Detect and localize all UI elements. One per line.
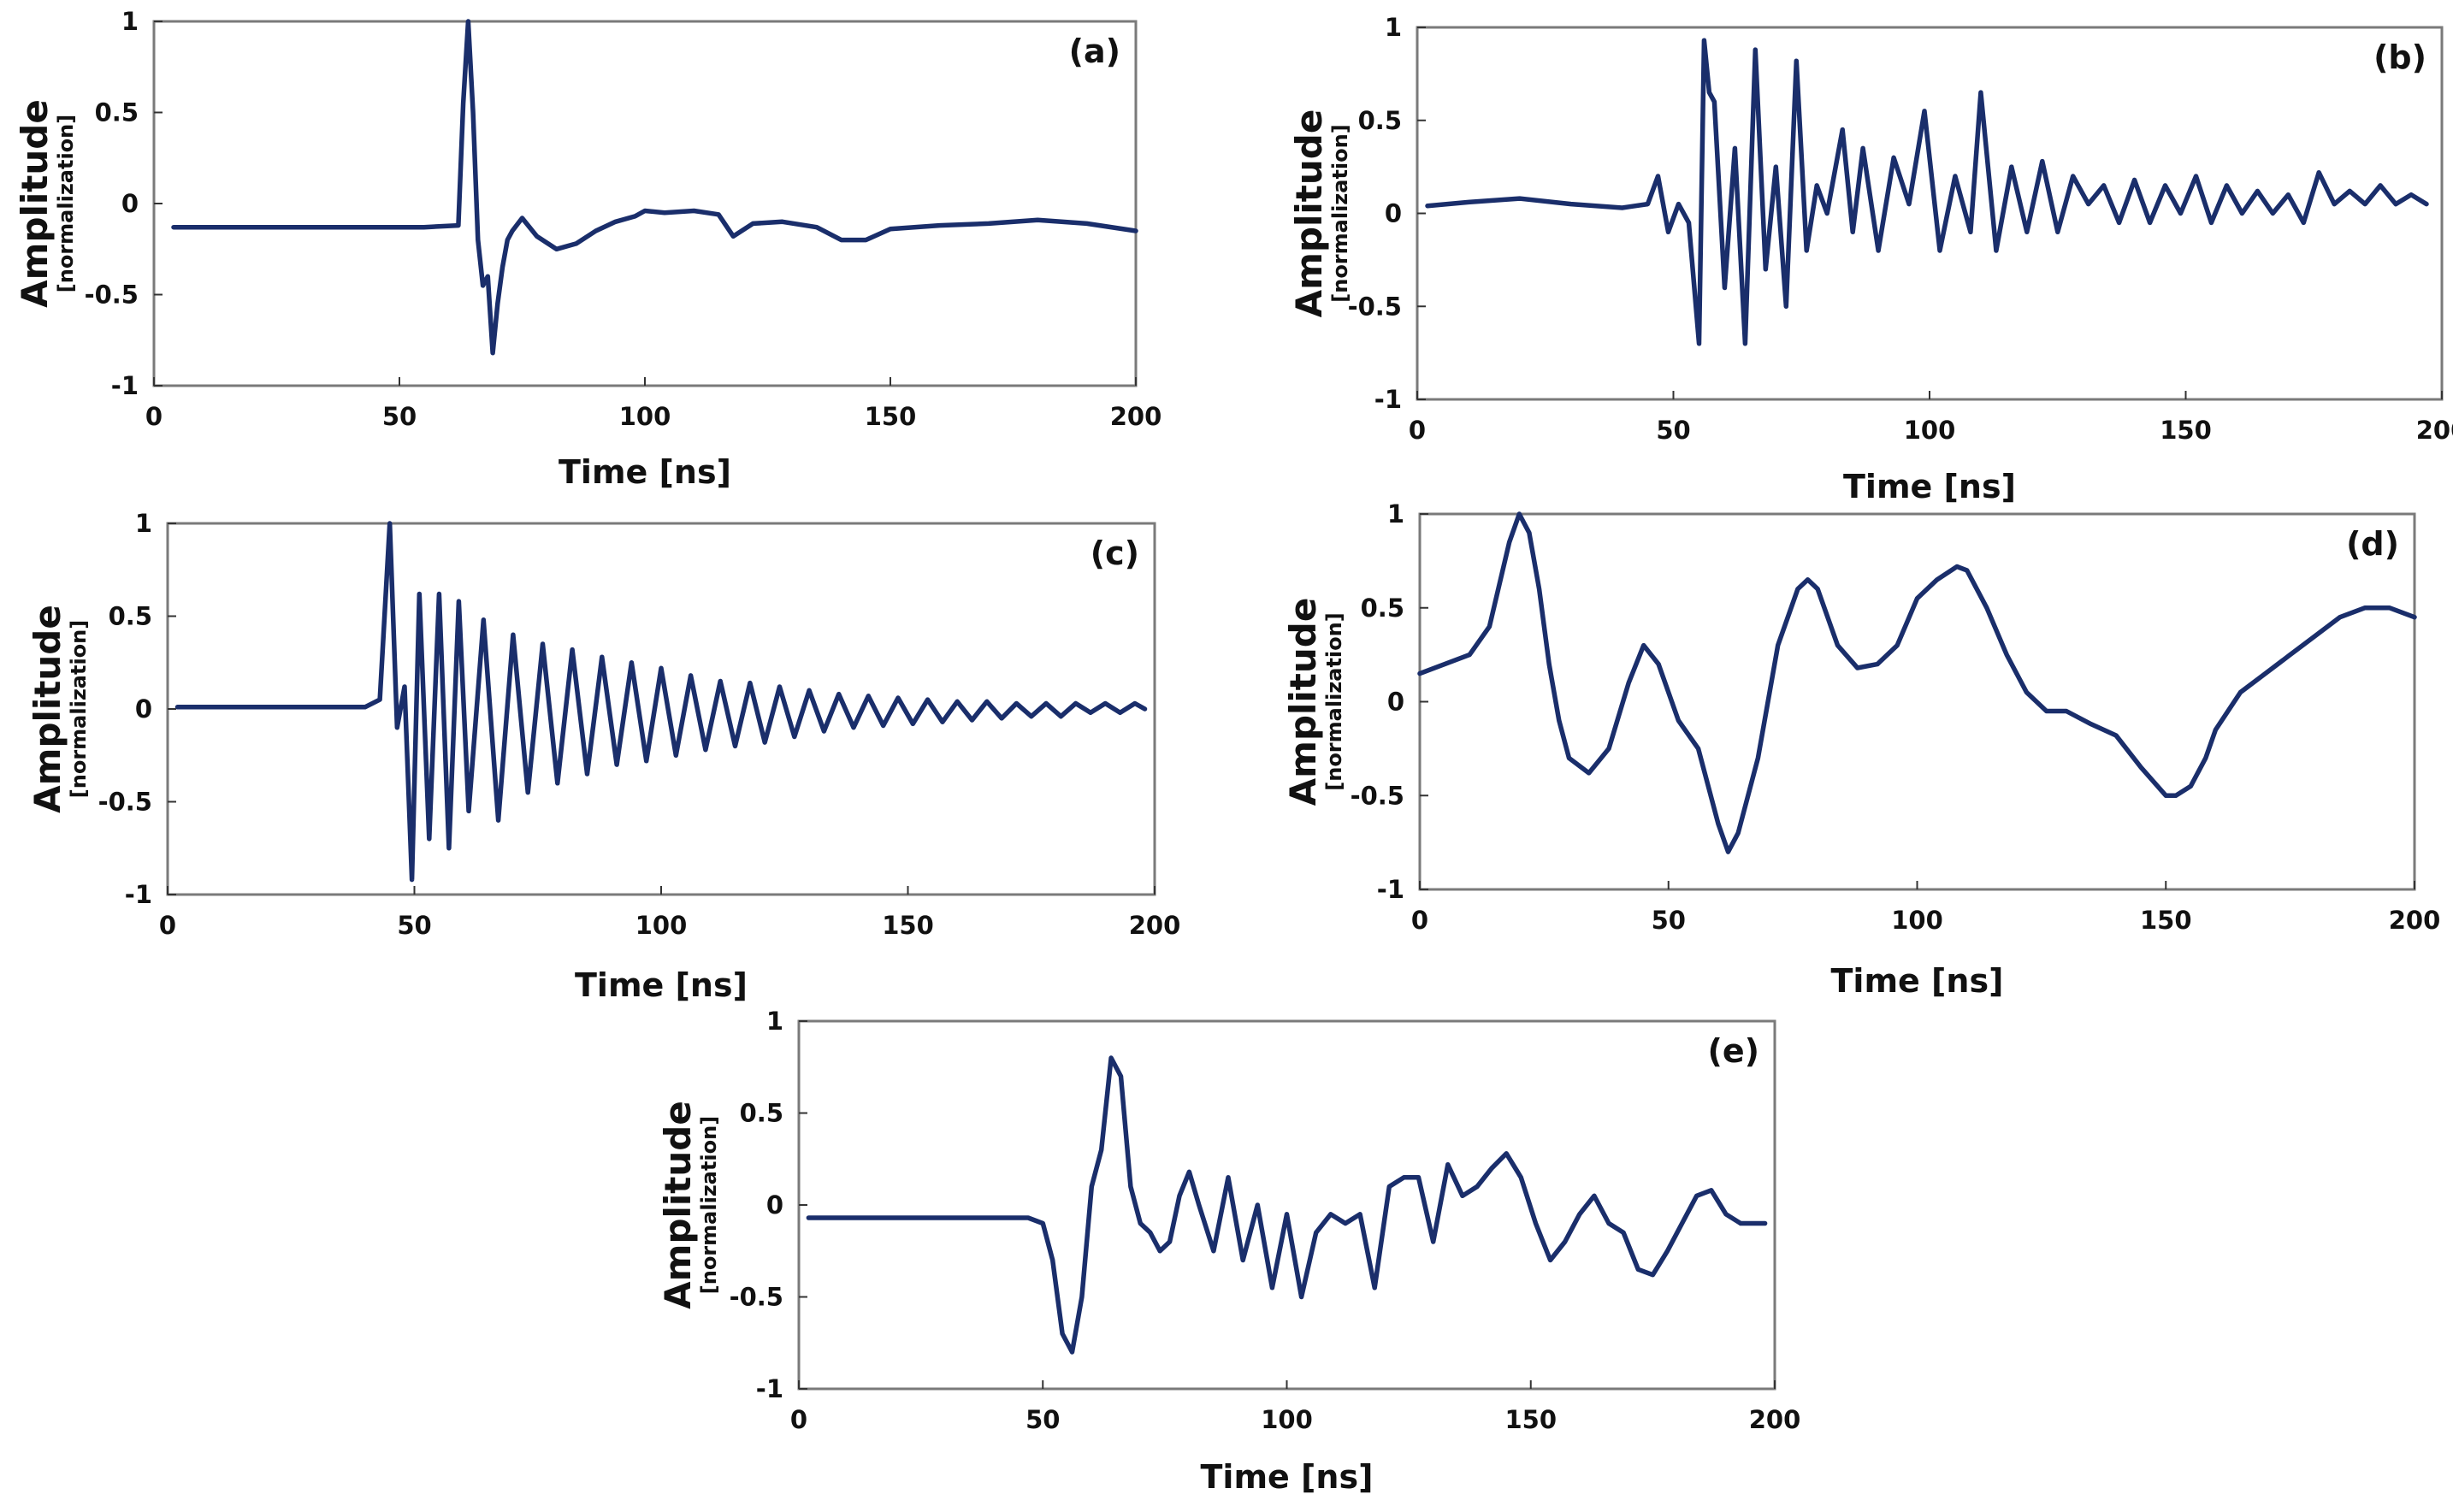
- panel-label: (d): [2346, 525, 2399, 563]
- x-tick-label: 50: [1652, 906, 1686, 935]
- y-tick-label: 1: [1385, 13, 1402, 42]
- y-axis-label: Amplitude: [1282, 598, 1324, 806]
- x-tick-label: 150: [865, 402, 917, 431]
- x-tick-label: 200: [2389, 906, 2441, 935]
- y-tick-label: 1: [121, 7, 139, 36]
- panel-a: 0 50 100 150 200 1 0.5 0 -0.5 -1 Time [ns] Amplitud…: [14, 7, 1161, 491]
- y-tick-label: -1: [1377, 875, 1404, 904]
- x-tick-label: 150: [2160, 416, 2212, 445]
- y-axis-sublabel: [normalization]: [697, 1116, 721, 1294]
- x-tick-label: 100: [619, 402, 671, 431]
- panel-label: (e): [1707, 1032, 1759, 1070]
- y-tick-label: 0: [1385, 199, 1402, 228]
- plot-frame: [797, 1019, 1776, 1391]
- x-tick-label: 100: [1891, 906, 1943, 935]
- x-tick-label: 150: [882, 911, 934, 940]
- signal-line: [171, 19, 1138, 356]
- y-axis-label: Amplitude: [1288, 109, 1330, 318]
- y-axis-sublabel: [normalization]: [1322, 612, 1346, 790]
- y-tick-label: 0.5: [740, 1099, 783, 1128]
- y-axis-label: Amplitude: [657, 1101, 699, 1309]
- x-axis-label: Time [ns]: [1831, 962, 2004, 1000]
- x-tick-label: 200: [1129, 911, 1181, 940]
- x-tick-label: 0: [790, 1405, 807, 1434]
- plot-frame: [1418, 512, 2416, 891]
- plot-frame: [152, 20, 1138, 387]
- y-tick-label: -0.5: [85, 281, 139, 310]
- y-tick-label: -0.5: [1348, 292, 1402, 321]
- x-axis-label: Time [ns]: [1201, 1458, 1374, 1496]
- x-tick-label: 0: [1409, 416, 1426, 445]
- x-axis-label: Time [ns]: [1843, 468, 2016, 505]
- x-tick-label: 50: [397, 911, 431, 940]
- y-tick-label: 1: [1387, 499, 1404, 529]
- plot-frame: [1416, 26, 2444, 401]
- x-tick-label: 100: [1261, 1405, 1313, 1434]
- y-axis-sublabel: [normalization]: [54, 115, 78, 292]
- signal-line: [1417, 511, 2417, 854]
- x-axis-label: Time [ns]: [575, 966, 748, 1004]
- y-tick-label: 0: [1387, 688, 1404, 717]
- panel-label: (b): [2373, 38, 2426, 76]
- x-tick-label: 200: [1749, 1405, 1801, 1434]
- y-tick-label: -0.5: [1351, 781, 1404, 810]
- signal-line: [806, 1055, 1768, 1355]
- y-tick-label: 1: [135, 509, 152, 538]
- signal-line: [1425, 38, 2429, 346]
- y-tick-label: 0.5: [1361, 594, 1404, 623]
- x-tick-label: 150: [1504, 1405, 1557, 1434]
- x-tick-label: 200: [1110, 402, 1162, 431]
- x-tick-label: 200: [2416, 416, 2453, 445]
- y-tick-label: -1: [1374, 385, 1402, 414]
- panel-label: (a): [1069, 32, 1120, 70]
- y-tick-label: -1: [756, 1374, 783, 1403]
- y-tick-label: 0: [121, 189, 139, 218]
- y-axis-sublabel: [normalization]: [1328, 124, 1352, 302]
- y-tick-label: 0: [135, 694, 152, 724]
- x-tick-label: 100: [1904, 416, 1956, 445]
- y-tick-label: -0.5: [730, 1283, 783, 1312]
- x-tick-label: 100: [635, 911, 688, 940]
- y-tick-label: -1: [111, 371, 139, 400]
- y-tick-label: 0.5: [1358, 106, 1402, 135]
- x-tick-label: 150: [2140, 906, 2192, 935]
- x-tick-label: 0: [1411, 906, 1428, 935]
- x-tick-label: 50: [1026, 1405, 1060, 1434]
- panel-label: (c): [1091, 535, 1139, 572]
- x-tick-label: 50: [382, 402, 417, 431]
- signal-line: [174, 521, 1148, 883]
- x-tick-label: 0: [145, 402, 163, 431]
- x-tick-label: 50: [1656, 416, 1690, 445]
- panel-b: 0 50 100 150 200 1 0.5 0 -0.5 -1 Time [ns] Amplitud…: [1288, 13, 2453, 505]
- y-tick-label: -1: [125, 880, 152, 909]
- y-tick-label: 0: [766, 1190, 783, 1220]
- y-tick-label: 0.5: [109, 602, 152, 631]
- x-tick-label: 0: [159, 911, 176, 940]
- y-axis-label: Amplitude: [27, 605, 68, 813]
- y-axis-sublabel: [normalization]: [67, 620, 91, 798]
- x-axis-label: Time [ns]: [559, 453, 731, 491]
- y-tick-label: 1: [766, 1007, 783, 1036]
- panel-e: 0 50 100 150 200 1 0.5 0 -0.5 -1 Time [ns] Amplitud…: [657, 1007, 1800, 1496]
- panel-c: 0 50 100 150 200 1 0.5 0 -0.5 -1 Time [ns] Amplitud…: [27, 509, 1180, 1004]
- y-tick-label: -0.5: [98, 788, 152, 817]
- y-tick-label: 0.5: [95, 98, 139, 127]
- panel-d: 0 50 100 150 200 1 0.5 0 -0.5 -1 Time [ns] Amplitud…: [1282, 499, 2440, 1000]
- y-axis-label: Amplitude: [14, 99, 56, 308]
